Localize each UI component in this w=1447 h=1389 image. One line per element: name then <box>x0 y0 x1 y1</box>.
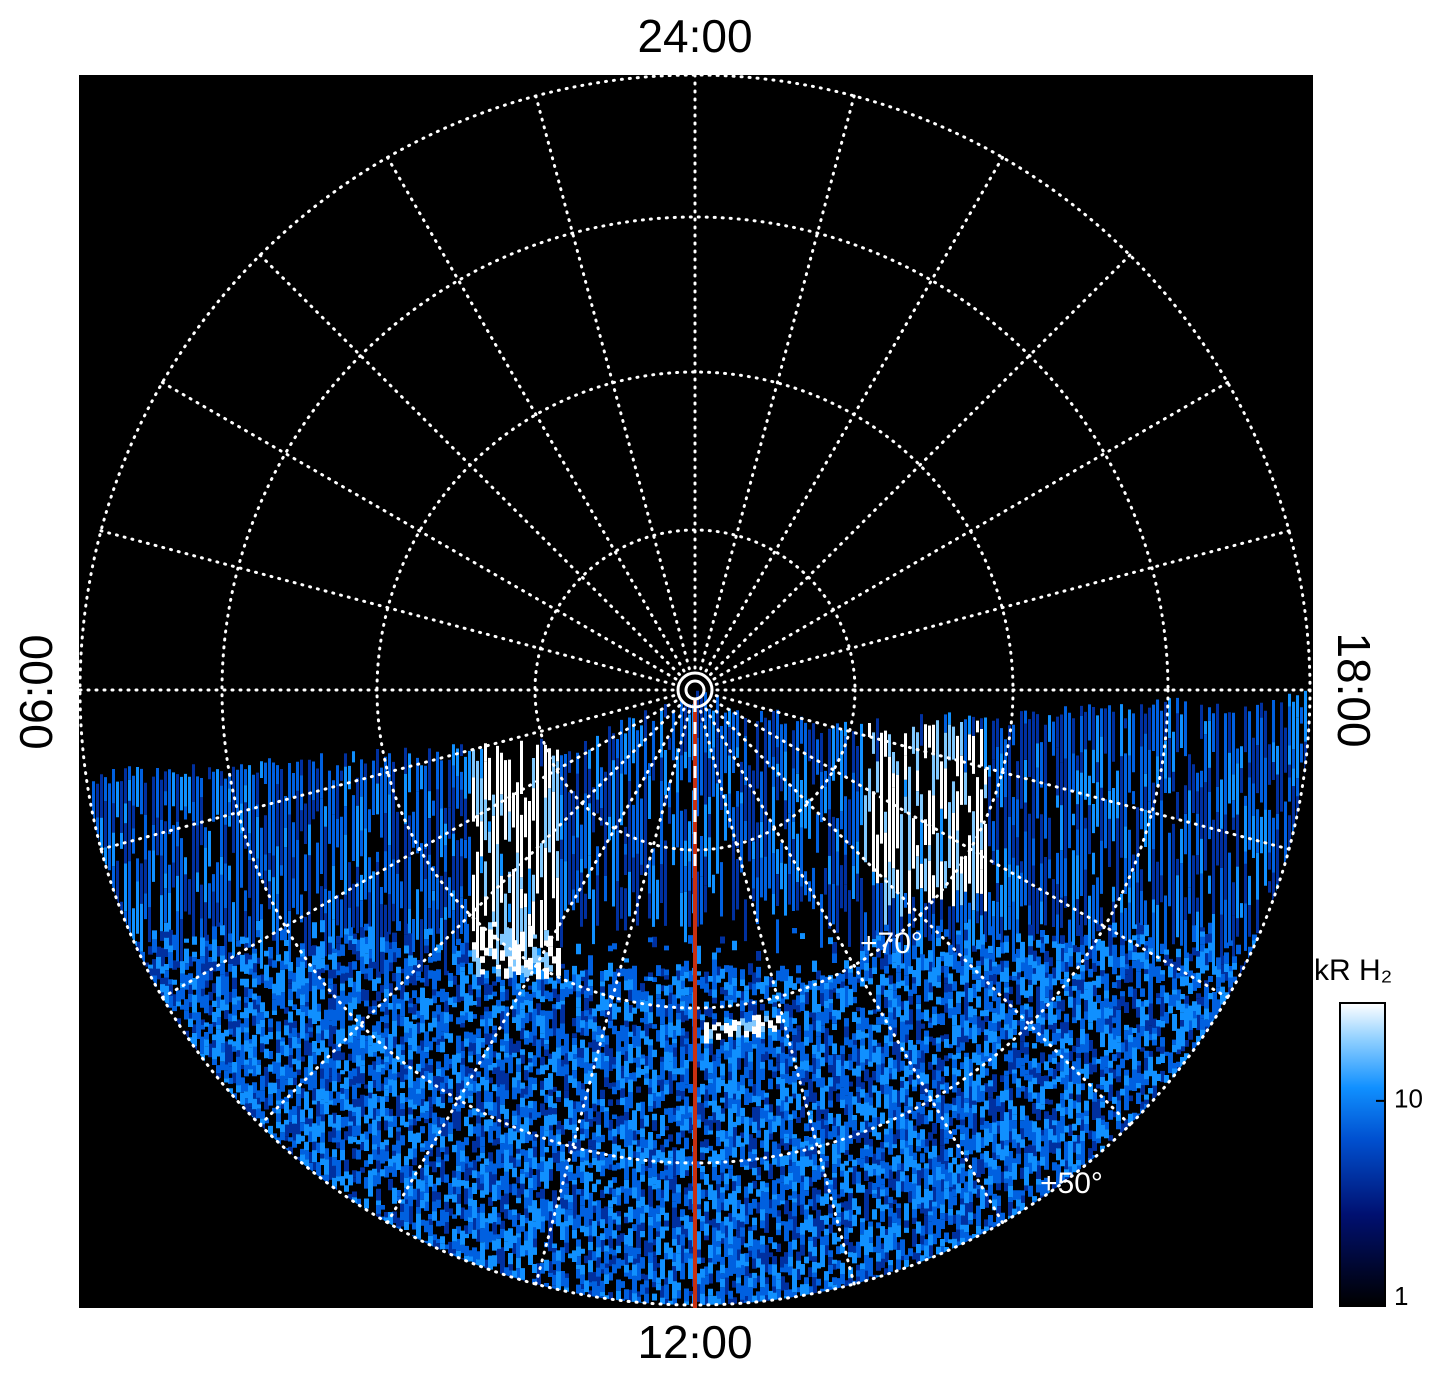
colorbar <box>1339 1002 1386 1307</box>
latitude-label: +70° <box>860 927 923 960</box>
meridian <box>712 381 1230 681</box>
meridian <box>258 704 681 1127</box>
emission-pixels <box>80 690 1310 1305</box>
meridian <box>160 381 678 681</box>
local-time-label: 06:00 <box>10 634 62 749</box>
local-time-label: 12:00 <box>637 1316 752 1368</box>
local-time-label: 24:00 <box>637 10 752 62</box>
meridian <box>699 94 856 671</box>
meridian <box>714 529 1291 686</box>
meridian <box>258 253 681 676</box>
meridian <box>160 699 678 999</box>
meridian <box>99 694 676 851</box>
emission-pixels <box>472 720 987 1039</box>
meridian <box>99 529 676 686</box>
meridian <box>709 253 1132 676</box>
meridian <box>386 707 686 1225</box>
meridian <box>699 709 856 1286</box>
colorbar-label: kR H₂ <box>1314 954 1392 987</box>
latitude-label: +50° <box>1040 1167 1103 1200</box>
meridian <box>534 94 691 671</box>
meridian <box>704 707 1004 1225</box>
colorbar-tick-label: 1 <box>1394 1281 1408 1311</box>
meridian <box>712 699 1230 999</box>
meridian <box>386 155 686 673</box>
meridian <box>704 155 1004 673</box>
grid <box>78 73 1312 1307</box>
local-time-label: 18:00 <box>1328 632 1380 747</box>
colorbar-ticks: 1 10 <box>1376 1084 1423 1311</box>
emission-pixels <box>80 692 1310 1305</box>
pole-marker <box>676 671 714 709</box>
colorbar-tick-label: 10 <box>1394 1084 1423 1114</box>
meridian <box>709 704 1132 1127</box>
pole-marker <box>684 679 706 701</box>
meridian <box>714 694 1291 851</box>
meridian <box>534 709 691 1286</box>
